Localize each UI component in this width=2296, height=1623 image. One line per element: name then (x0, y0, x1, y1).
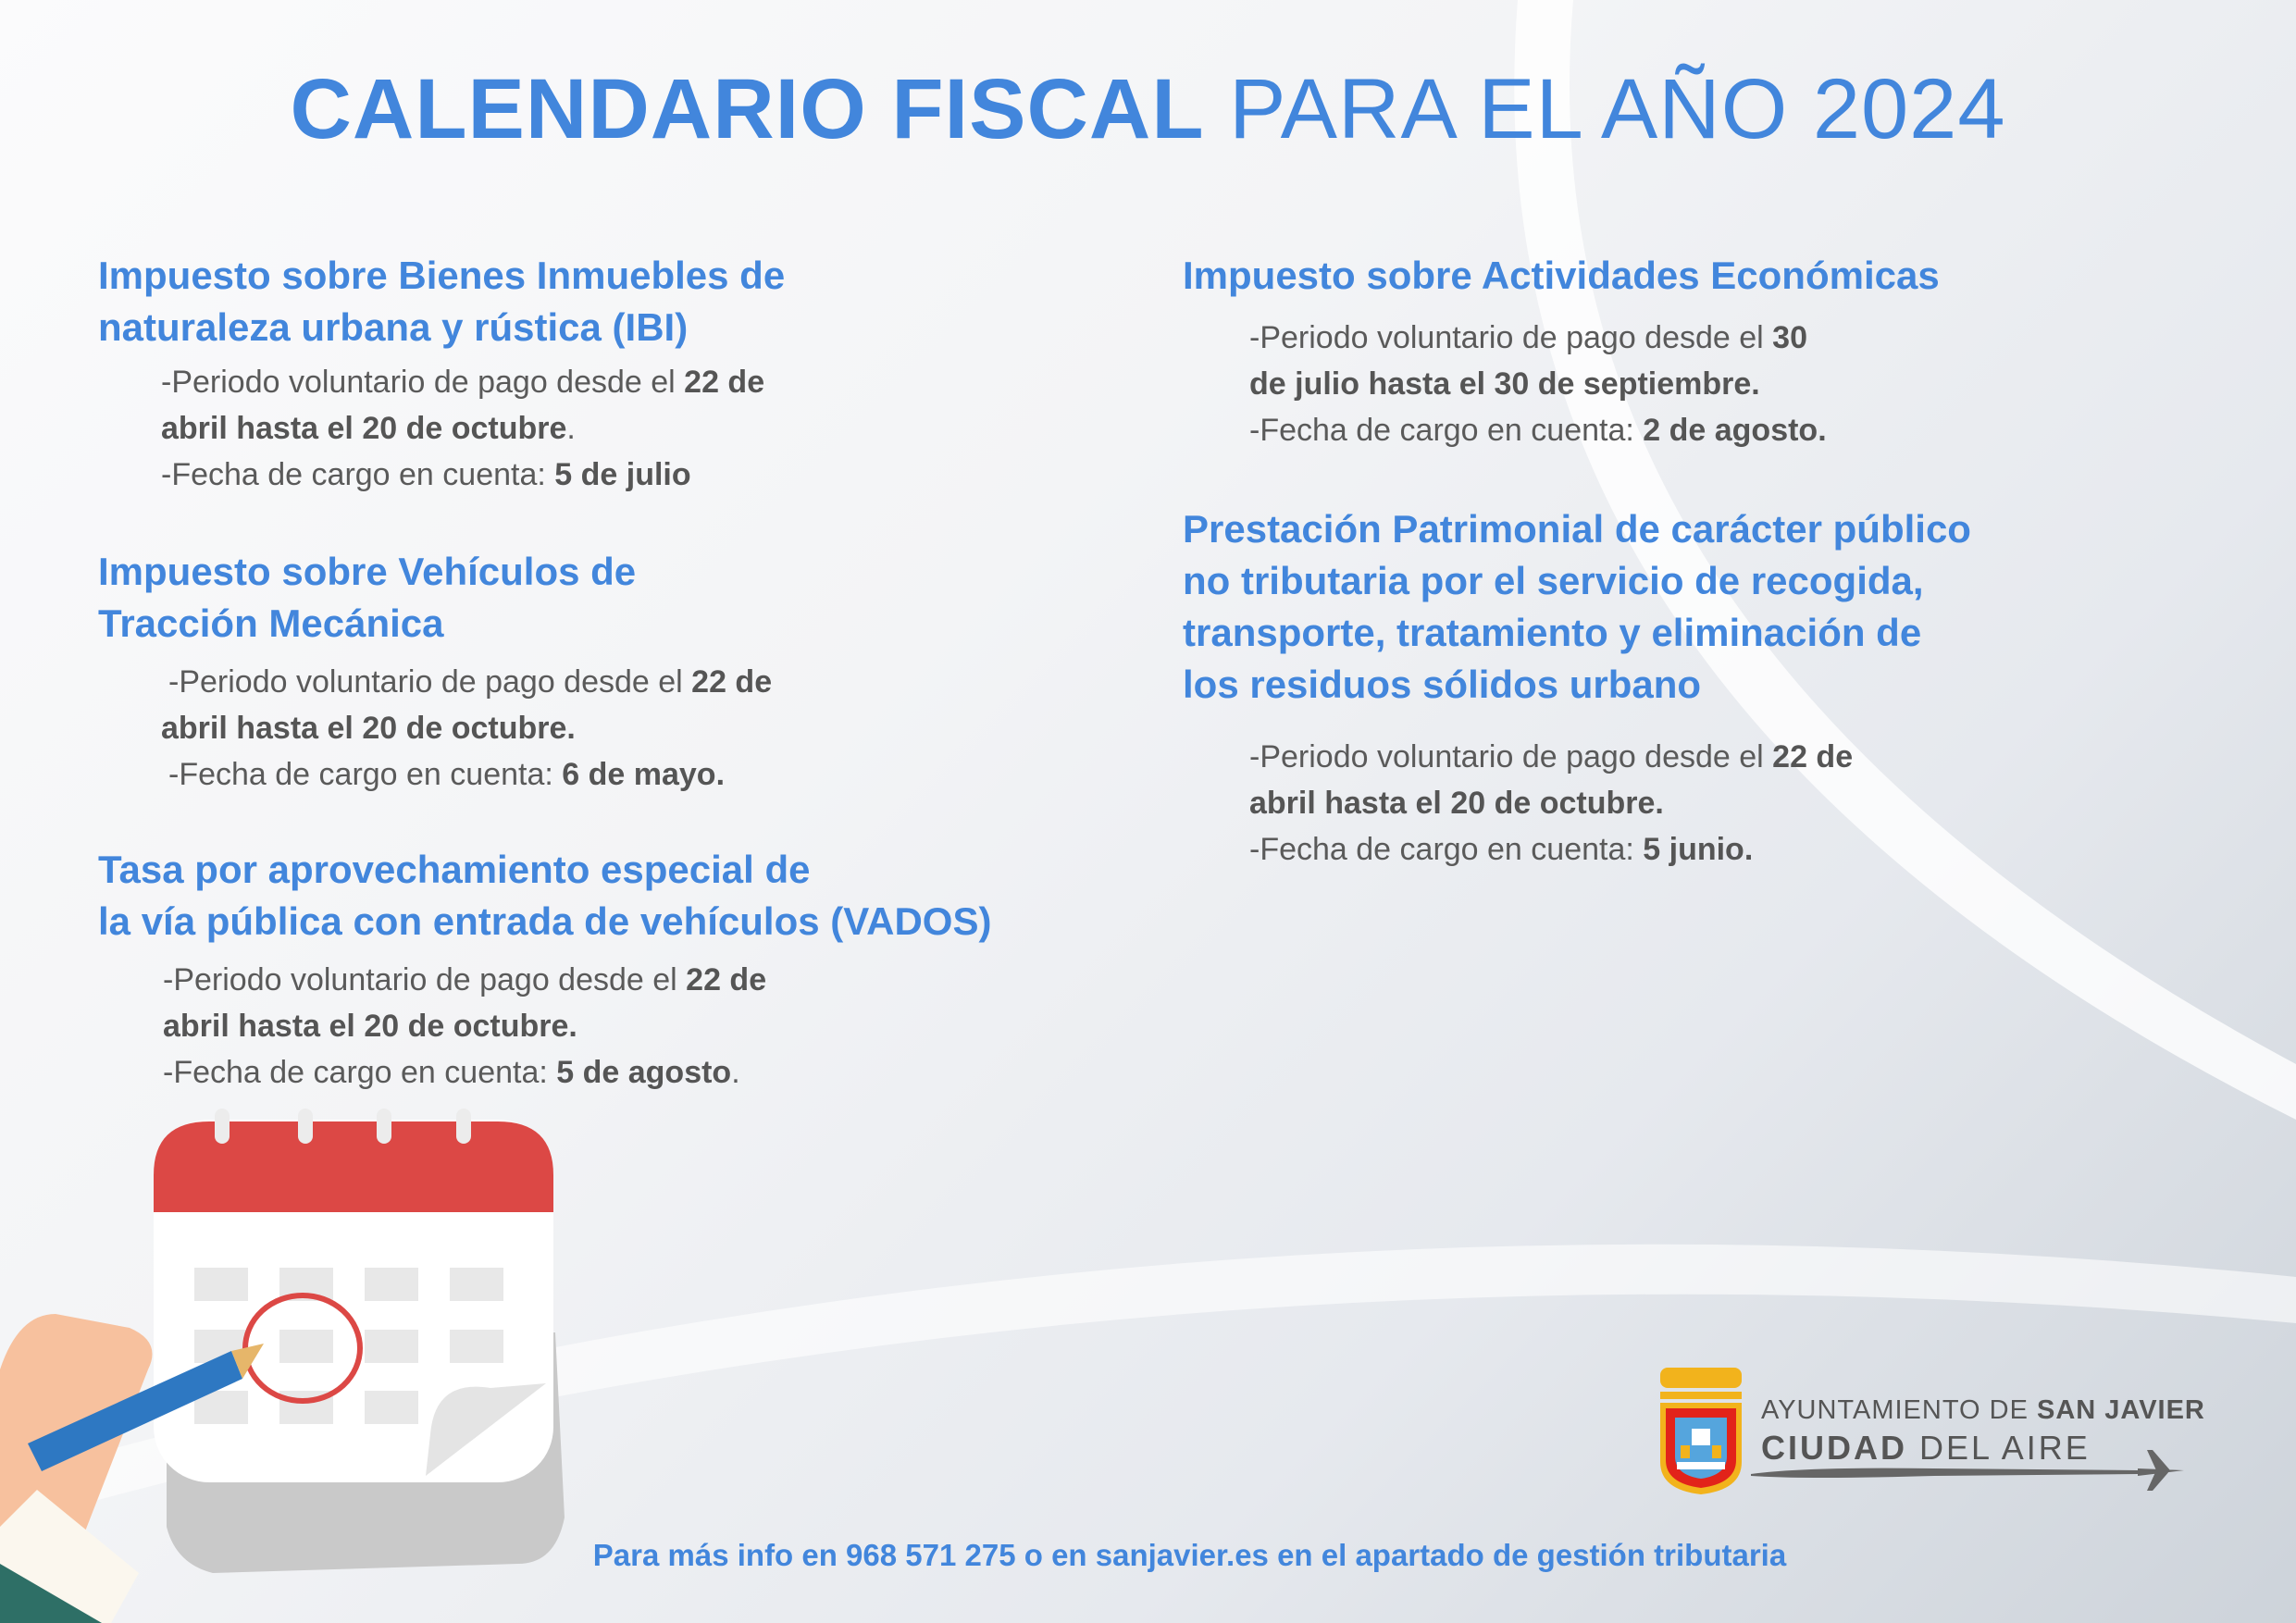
calendar-illustration (0, 1109, 565, 1623)
section-heading: Impuesto sobre Bienes Inmuebles de natur… (98, 250, 785, 353)
text-bold: 22 de (686, 962, 767, 997)
section-heading: Tasa por aprovechamiento especial de la … (98, 844, 991, 948)
heading-line: los residuos sólidos urbano (1183, 663, 1702, 706)
text: -Periodo voluntario de pago desde el (1249, 320, 1773, 355)
heading-line: Impuesto sobre Bienes Inmuebles de (98, 254, 786, 297)
text-bold: 6 de mayo. (562, 757, 726, 792)
heading-line: Tasa por aprovechamiento especial de (98, 848, 811, 891)
text-bold: 22 de (691, 664, 773, 700)
san-javier-coat-of-arms (1660, 1368, 1742, 1494)
logo-text-line1: AYUNTAMIENTO DE SAN JAVIER (1761, 1395, 2205, 1426)
text: . (566, 411, 576, 446)
text-bold: 22 de (1772, 739, 1854, 774)
heading-line: transporte, tratamiento y eliminación de (1183, 611, 1922, 654)
heading-line: la vía pública con entrada de vehículos … (98, 899, 992, 943)
title-bold: CALENDARIO FISCAL (290, 62, 1205, 156)
text: -Fecha de cargo en cuenta: (1249, 413, 1644, 448)
text-bold: 5 de julio (554, 457, 691, 492)
text-bold: abril hasta el 20 de octubre (161, 411, 567, 446)
heading-line: naturaleza urbana y rústica (IBI) (98, 305, 689, 349)
heading-line: Impuesto sobre Vehículos de (98, 550, 637, 593)
section-heading: Impuesto sobre Actividades Económicas (1183, 250, 1940, 302)
text: -Periodo voluntario de pago desde el (168, 664, 692, 700)
text: -Fecha de cargo en cuenta: (1249, 832, 1644, 867)
section-body: -Periodo voluntario de pago desde el 22 … (161, 359, 764, 498)
section-body: -Periodo voluntario de pago desde el 22 … (161, 659, 772, 798)
logo-text-bold: SAN JAVIER (2036, 1395, 2205, 1425)
title-light: PARA EL AÑO 2024 (1229, 62, 2006, 156)
section-heading: Impuesto sobre Vehículos de Tracción Mec… (98, 546, 636, 650)
section-heading: Prestación Patrimonial de carácter públi… (1183, 503, 1971, 711)
text: . (731, 1055, 740, 1090)
text-bold: 5 junio. (1643, 832, 1754, 867)
heading-line: no tributaria por el servicio de recogid… (1183, 559, 1924, 602)
text-bold: abril hasta el 20 de octubre. (163, 1009, 577, 1044)
text: -Periodo voluntario de pago desde el (163, 962, 687, 997)
text-bold: 22 de (684, 365, 765, 400)
text-bold: abril hasta el 20 de octubre. (1249, 786, 1664, 821)
text: -Fecha de cargo en cuenta: (161, 457, 555, 492)
heading-line: Prestación Patrimonial de carácter públi… (1183, 507, 1971, 551)
logo-text-line2: CIUDAD DEL AIRE (1761, 1429, 2091, 1468)
text-bold: 30 (1772, 320, 1807, 355)
page-title: CALENDARIO FISCAL PARA EL AÑO 2024 (0, 61, 2296, 158)
heading-line: Impuesto sobre Actividades Económicas (1183, 254, 1940, 297)
text-bold: 2 de agosto. (1643, 413, 1827, 448)
footer-info: Para más info en 968 571 275 o en sanjav… (592, 1538, 1787, 1572)
airplane-trail-icon (1751, 1450, 2184, 1491)
section-body: -Periodo voluntario de pago desde el 30 … (1249, 315, 1827, 453)
text-bold: 5 de agosto (556, 1055, 732, 1090)
logo-text-bold: CIUDAD (1761, 1429, 1907, 1467)
heading-line: Tracción Mecánica (98, 601, 444, 645)
text-bold: de julio hasta el 30 de septiembre. (1249, 366, 1760, 402)
section-body: -Periodo voluntario de pago desde el 22 … (163, 957, 766, 1096)
logo-text: DEL AIRE (1907, 1429, 2091, 1467)
text: -Fecha de cargo en cuenta: (163, 1055, 557, 1090)
text: -Fecha de cargo en cuenta: (168, 757, 563, 792)
text: -Periodo voluntario de pago desde el (161, 365, 685, 400)
text: -Periodo voluntario de pago desde el (1249, 739, 1773, 774)
section-body: -Periodo voluntario de pago desde el 22 … (1249, 734, 1853, 873)
text-bold: abril hasta el 20 de octubre. (161, 711, 576, 746)
logo-text: AYUNTAMIENTO DE (1761, 1395, 2037, 1425)
